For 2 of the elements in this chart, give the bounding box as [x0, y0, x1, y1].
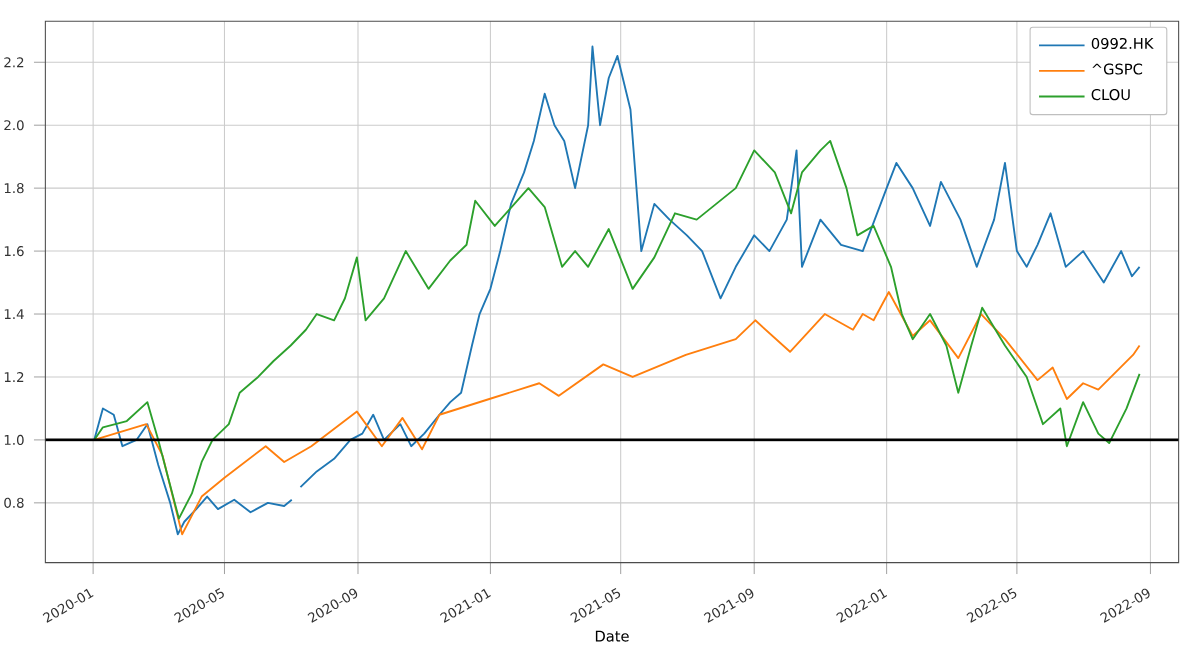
line-series — [93, 140, 1141, 520]
line-series — [93, 291, 1141, 536]
